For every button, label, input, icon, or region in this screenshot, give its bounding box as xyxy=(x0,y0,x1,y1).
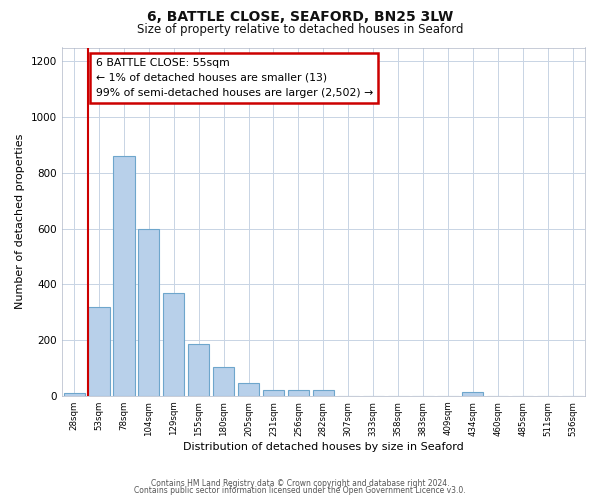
Bar xyxy=(213,366,234,396)
Text: Contains public sector information licensed under the Open Government Licence v3: Contains public sector information licen… xyxy=(134,486,466,495)
Bar xyxy=(238,384,259,396)
Bar xyxy=(138,228,160,396)
Bar xyxy=(113,156,134,396)
Bar xyxy=(288,390,309,396)
Bar xyxy=(263,390,284,396)
Text: 6, BATTLE CLOSE, SEAFORD, BN25 3LW: 6, BATTLE CLOSE, SEAFORD, BN25 3LW xyxy=(147,10,453,24)
Bar xyxy=(163,292,184,396)
Text: 6 BATTLE CLOSE: 55sqm
← 1% of detached houses are smaller (13)
99% of semi-detac: 6 BATTLE CLOSE: 55sqm ← 1% of detached h… xyxy=(95,58,373,98)
Bar xyxy=(88,306,110,396)
Bar xyxy=(462,392,484,396)
Text: Size of property relative to detached houses in Seaford: Size of property relative to detached ho… xyxy=(137,22,463,36)
Bar xyxy=(313,390,334,396)
Y-axis label: Number of detached properties: Number of detached properties xyxy=(15,134,25,310)
Bar xyxy=(64,393,85,396)
Text: Contains HM Land Registry data © Crown copyright and database right 2024.: Contains HM Land Registry data © Crown c… xyxy=(151,478,449,488)
Bar xyxy=(188,344,209,396)
X-axis label: Distribution of detached houses by size in Seaford: Distribution of detached houses by size … xyxy=(183,442,464,452)
